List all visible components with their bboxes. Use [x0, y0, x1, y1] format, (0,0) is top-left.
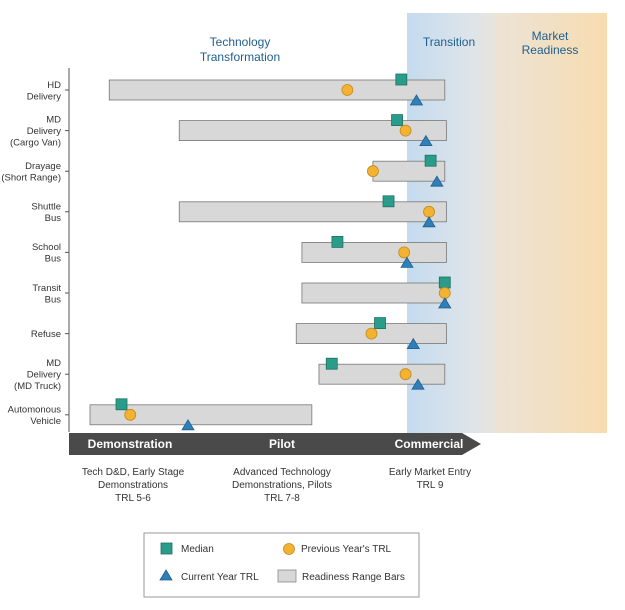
legend-median-label: Median: [181, 544, 214, 555]
median-marker: [374, 317, 386, 330]
legend-box: [143, 532, 420, 598]
category-label: Transit: [32, 283, 61, 294]
legend-median-icon: [160, 542, 173, 555]
previous-trl-marker: [423, 205, 435, 218]
legend-previous-label: Previous Year's TRL: [301, 544, 392, 555]
legend-previous-icon: [283, 543, 295, 555]
legend-current-icon: [159, 569, 173, 581]
category-label: MD: [46, 358, 61, 369]
trl-markers: [115, 73, 452, 431]
market-readiness-zone: [495, 13, 607, 433]
previous-trl-marker: [399, 368, 412, 381]
category-label: School: [32, 242, 61, 253]
category-label: Delivery: [27, 370, 62, 381]
current-trl-marker: [181, 419, 195, 431]
current-trl-marker: [419, 134, 433, 147]
stage-comm-line2: TRL 9: [417, 480, 444, 491]
current-trl-marker: [406, 337, 421, 350]
readiness-range-bar: [301, 282, 447, 304]
median-marker: [438, 276, 451, 289]
current-trl-marker: [400, 256, 414, 268]
readiness-range-bar: [178, 120, 447, 141]
zone-title-market: Market: [532, 29, 569, 43]
stage-pilot-line1: Advanced Technology: [233, 467, 331, 478]
stage-pilot-line2: Demonstrations, Pilots: [232, 480, 332, 491]
current-trl-marker: [438, 297, 452, 309]
category-label: (Short Range): [1, 172, 61, 183]
median-marker: [115, 398, 128, 411]
previous-trl-marker: [367, 165, 379, 178]
zone-title-technology: Technology: [210, 35, 271, 49]
previous-trl-marker: [398, 246, 411, 259]
readiness-range-bar: [108, 79, 446, 101]
median-marker: [382, 195, 395, 208]
category-label: Bus: [45, 294, 62, 305]
arrow-label-commercial: Commercial: [395, 437, 464, 451]
category-label: HD: [47, 80, 61, 91]
category-label: Delivery: [27, 126, 62, 137]
legend-range-label: Readiness Range Bars: [302, 572, 405, 583]
median-marker: [391, 114, 403, 126]
median-marker: [331, 235, 344, 248]
median-marker: [325, 357, 338, 370]
stage-demo-line1: Tech D&D, Early Stage: [82, 467, 185, 478]
zone-title-transformation: Transformation: [200, 50, 280, 64]
arrow-label-demonstration: Demonstration: [88, 437, 173, 451]
category-label: MD: [46, 115, 61, 126]
median-marker: [395, 73, 408, 86]
readiness-range-bar: [301, 241, 447, 263]
current-trl-marker: [430, 175, 444, 187]
category-label: Shuttle: [31, 202, 61, 213]
previous-trl-marker: [341, 84, 354, 96]
stage-pilot-line3: TRL 7-8: [264, 493, 300, 504]
process-arrow: [69, 433, 481, 455]
readiness-bars: [89, 79, 447, 426]
current-trl-marker: [411, 378, 425, 390]
category-label: Drayage: [25, 161, 61, 172]
stage-demo-line3: TRL 5-6: [115, 493, 151, 504]
zone-title-transition: Transition: [423, 35, 475, 49]
category-label: Refuse: [31, 329, 61, 340]
category-label: Vehicle: [30, 416, 61, 427]
category-label: Bus: [45, 213, 62, 224]
category-label: Delivery: [27, 91, 62, 102]
stage-demo-line2: Demonstrations: [98, 480, 168, 491]
stage-comm-line1: Early Market Entry: [389, 467, 471, 478]
category-label: (MD Truck): [14, 381, 61, 392]
readiness-range-bar: [178, 201, 447, 223]
current-trl-marker: [409, 94, 424, 106]
previous-trl-marker: [438, 287, 451, 299]
previous-trl-marker: [399, 124, 412, 137]
legend: Median Previous Year's TRL Current Year …: [143, 532, 420, 598]
arrow-label-pilot: Pilot: [269, 437, 295, 451]
legend-current-label: Current Year TRL: [181, 572, 259, 583]
category-label: (Cargo Van): [10, 138, 61, 149]
previous-trl-marker: [365, 327, 378, 340]
category-label: Automonous: [8, 405, 62, 416]
median-marker: [424, 154, 437, 167]
readiness-range-bar: [318, 363, 446, 385]
previous-trl-marker: [124, 408, 137, 421]
current-trl-marker: [422, 216, 436, 228]
zone-title-readiness: Readiness: [522, 43, 579, 57]
category-label: Bus: [45, 254, 62, 265]
readiness-range-bar: [89, 404, 313, 426]
legend-range-icon: [277, 569, 297, 583]
